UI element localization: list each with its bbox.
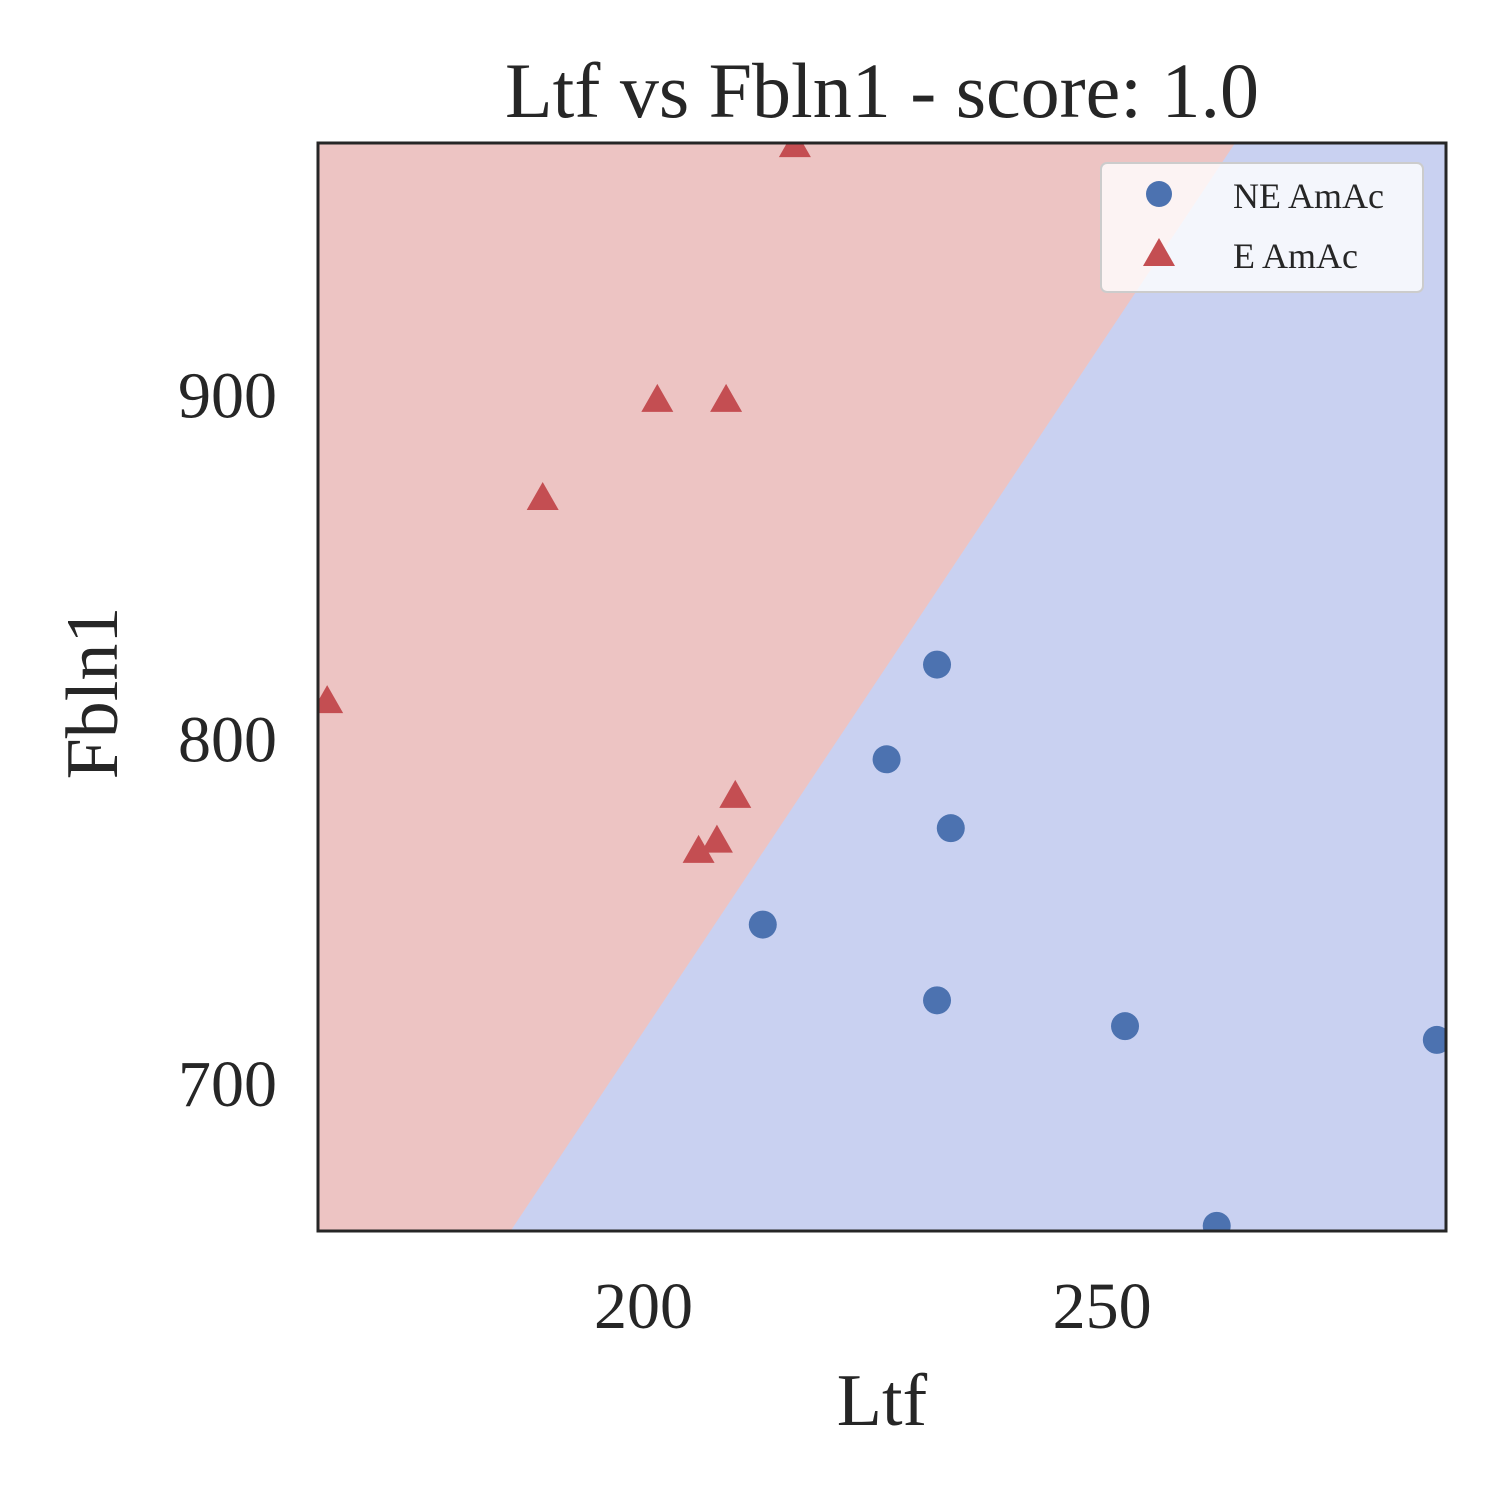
plot-frame (316, 141, 1448, 1233)
axis-ticks: 200 250 700 800 900 (178, 359, 1152, 1343)
point-e-amac-1 (641, 383, 674, 412)
x-tick-label-200: 200 (594, 1270, 693, 1343)
point-ne-amac-4 (923, 986, 952, 1015)
point-e-amac-4 (318, 685, 344, 714)
point-ne-amac-7 (1202, 1211, 1231, 1231)
plot-area (318, 143, 1446, 1231)
point-ne-amac-3 (748, 910, 777, 939)
point-e-amac-7 (682, 834, 715, 863)
chart-title: Ltf vs Fbln1 - score: 1.0 (505, 47, 1259, 134)
point-e-amac-3 (526, 481, 559, 510)
point-e-amac-0 (778, 143, 811, 158)
x-tick-label-250: 250 (1053, 1270, 1152, 1343)
legend-label-ne-amac: NE AmAc (1233, 176, 1384, 216)
x-axis-label: Ltf (837, 1360, 928, 1442)
legend-label-e-amac: E AmAc (1233, 236, 1358, 276)
legend-marker-e-amac (1143, 238, 1175, 266)
point-e-amac-6 (700, 824, 733, 853)
point-ne-amac-6 (1422, 1025, 1446, 1054)
y-tick-label-700: 700 (178, 1048, 277, 1121)
legend: NE AmAc E AmAc (1100, 162, 1424, 293)
point-ne-amac-1 (872, 745, 901, 774)
legend-box (1100, 162, 1424, 293)
point-ne-amac-2 (936, 814, 965, 843)
y-tick-label-800: 800 (178, 704, 277, 777)
legend-marker-ne-amac (1146, 181, 1172, 207)
point-ne-amac-0 (923, 650, 952, 679)
point-e-amac-5 (719, 779, 752, 808)
point-e-amac-2 (710, 383, 743, 412)
decision-region-e (318, 143, 1236, 1231)
y-axis-label: Fbln1 (52, 607, 134, 780)
point-ne-amac-5 (1111, 1012, 1140, 1041)
y-tick-label-900: 900 (178, 359, 277, 432)
